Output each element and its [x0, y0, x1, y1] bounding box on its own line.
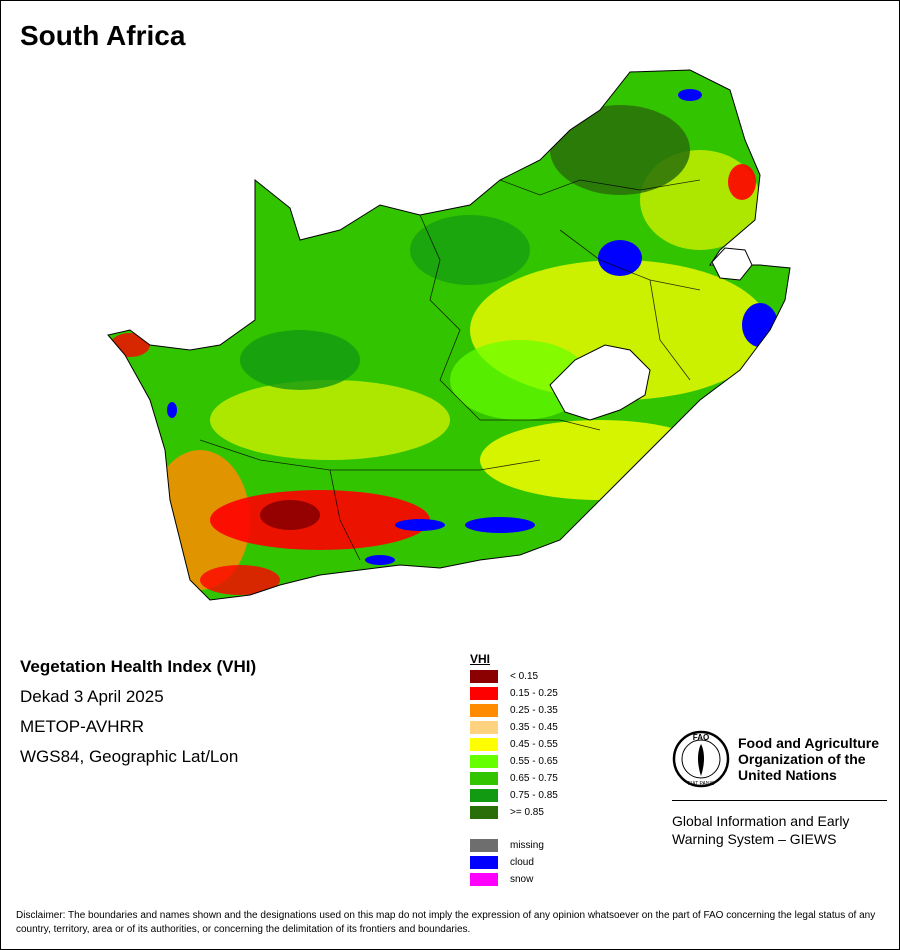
legend-swatch	[470, 806, 498, 819]
legend-swatch	[470, 704, 498, 717]
map-region-lightgreen	[450, 340, 590, 420]
period-text: Dekad 3 April 2025	[20, 687, 164, 706]
legend-class-item: 0.45 - 0.55	[470, 736, 558, 753]
lesotho-blank	[549, 344, 651, 421]
eswatini-blank	[711, 247, 753, 281]
legend-label: >= 0.85	[510, 807, 544, 818]
legend: VHI < 0.15 0.15 - 0.25 0.25 - 0.35 0.35 - 0…	[470, 652, 558, 888]
legend-other-item: snow	[470, 871, 558, 888]
giews-text: Global Information and Early Warning Sys…	[672, 813, 850, 847]
map-region-darkred-south	[260, 500, 320, 530]
legend-other-item: cloud	[470, 854, 558, 871]
projection-text: WGS84, Geographic Lat/Lon	[20, 747, 239, 766]
map-region-green-north	[410, 215, 530, 285]
legend-other-item: missing	[470, 837, 558, 854]
disclaimer: Disclaimer: The boundaries and names sho…	[16, 910, 876, 935]
legend-label: < 0.15	[510, 671, 539, 682]
legend-class-item: >= 0.85	[470, 804, 558, 821]
legend-class-item: 0.55 - 0.65	[470, 753, 558, 770]
legend-class-item: 0.65 - 0.75	[470, 770, 558, 787]
map-region-red-cape	[200, 565, 280, 595]
map-cloud-5	[365, 555, 395, 565]
legend-swatch	[470, 687, 498, 700]
map-region-darkgreen-north	[550, 105, 690, 195]
fao-logo-icon: FAO FIAT PANIS	[672, 730, 730, 788]
legend-swatch	[470, 670, 498, 683]
fao-divider	[672, 800, 887, 801]
legend-swatch	[470, 789, 498, 802]
legend-class-item: 0.25 - 0.35	[470, 702, 558, 719]
legend-swatch	[470, 839, 498, 852]
map-info: Vegetation Health Index (VHI) Dekad 3 Ap…	[20, 656, 256, 776]
map-cloud-6	[678, 89, 702, 101]
sensor-text: METOP-AVHRR	[20, 717, 145, 736]
fao-name: Food and Agriculture Organization of the…	[738, 735, 880, 783]
svg-text:FAO: FAO	[693, 733, 709, 742]
map-cloud-1	[598, 240, 642, 276]
legend-swatch	[470, 873, 498, 886]
legend-label: 0.75 - 0.85	[510, 790, 558, 801]
map-region-yellow-southeast	[480, 420, 720, 500]
legend-label: 0.65 - 0.75	[510, 773, 558, 784]
map-cloud-4	[395, 519, 445, 531]
legend-label: snow	[510, 874, 534, 885]
legend-class-item: 0.35 - 0.45	[470, 719, 558, 736]
legend-label: 0.15 - 0.25	[510, 688, 558, 699]
legend-swatch	[470, 772, 498, 785]
legend-label: 0.35 - 0.45	[510, 722, 558, 733]
legend-label: missing	[510, 840, 544, 851]
map-cloud-3	[465, 517, 535, 533]
legend-label: cloud	[510, 857, 534, 868]
map-region-green-west	[240, 330, 360, 390]
legend-swatch	[470, 755, 498, 768]
legend-swatch	[470, 738, 498, 751]
legend-title: VHI	[470, 652, 491, 666]
legend-class-item: < 0.15	[470, 668, 558, 685]
legend-class-item: 0.75 - 0.85	[470, 787, 558, 804]
fao-branding: FAO FIAT PANIS Food and Agriculture Orga…	[672, 730, 888, 848]
legend-swatch	[470, 856, 498, 869]
legend-label: 0.55 - 0.65	[510, 756, 558, 767]
province-boundaries	[199, 179, 701, 561]
map-region-red-south	[210, 490, 430, 550]
legend-class-item: 0.15 - 0.25	[470, 685, 558, 702]
legend-swatch	[470, 721, 498, 734]
map-title: South Africa	[20, 20, 186, 51]
legend-label: 0.45 - 0.55	[510, 739, 558, 750]
legend-label: 0.25 - 0.35	[510, 705, 558, 716]
index-heading: Vegetation Health Index (VHI)	[20, 657, 257, 676]
map-region-yellow-central	[210, 380, 450, 460]
vhi-map	[107, 69, 791, 601]
map-region-red-east	[728, 164, 756, 200]
map-cloud-7	[167, 402, 177, 418]
svg-text:FIAT PANIS: FIAT PANIS	[688, 781, 715, 787]
